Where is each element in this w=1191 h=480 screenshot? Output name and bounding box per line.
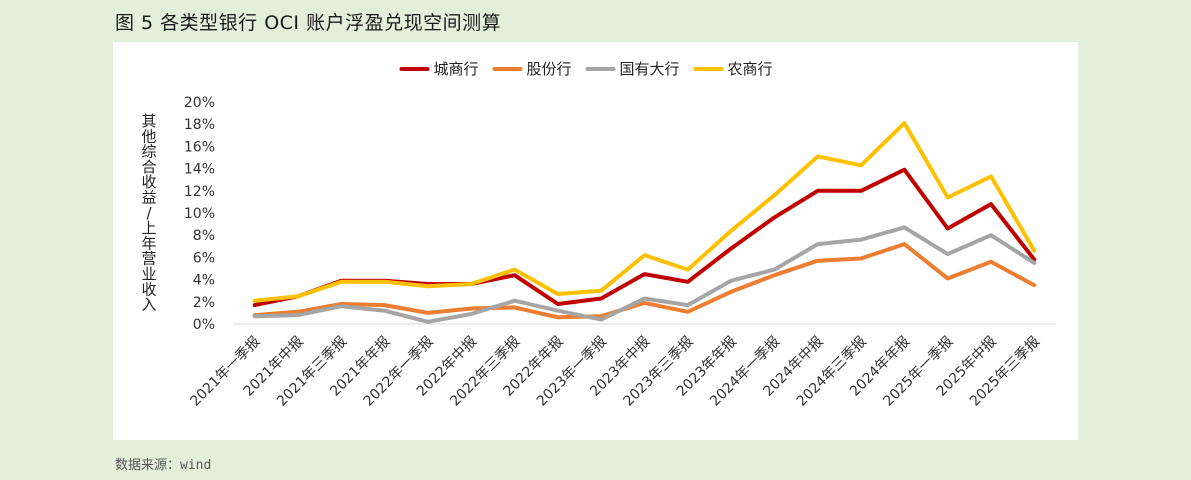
y-tick-label: 10% <box>184 206 215 222</box>
y-tick-label: 20% <box>184 95 215 111</box>
chart-panel: 城商行 股份行 国有大行 农商行 0% 2% 4% 6% 8% 10% 12% 14% 16% 18% 2… <box>113 42 1078 440</box>
y-tick-label: 16% <box>184 139 215 155</box>
series-line <box>252 121 1037 303</box>
y-tick-label: 12% <box>184 184 215 200</box>
x-axis-ticks: 2021年一季报2021年中报2021年三季报2021年年报2022年一季报20… <box>187 334 1043 410</box>
series-lines <box>252 121 1037 324</box>
series-line <box>252 225 1037 324</box>
data-source-note: 数据来源：wind <box>115 458 212 473</box>
chart-legend: 城商行 股份行 国有大行 农商行 <box>399 60 773 78</box>
y-tick-label: 0% <box>193 317 215 333</box>
y-axis-title: 其他综合收益/上年营业收入 <box>141 112 156 314</box>
line-chart: 城商行 股份行 国有大行 农商行 0% 2% 4% 6% 8% 10% 12% 14% 16% 18% 2… <box>141 60 1056 410</box>
figure-title: 图 5 各类型银行 OCI 账户浮盈兑现空间测算 <box>115 12 502 34</box>
y-axis-label: 其他综合收益/上年营业收入 <box>141 112 156 314</box>
y-tick-label: 4% <box>193 273 215 289</box>
y-tick-label: 18% <box>184 117 215 133</box>
series-line <box>252 242 1037 320</box>
legend-label: 国有大行 <box>620 60 680 78</box>
y-axis-ticks: 0% 2% 4% 6% 8% 10% 12% 14% 16% 18% 20% <box>184 95 215 333</box>
y-tick-label: 6% <box>193 250 215 266</box>
y-tick-label: 8% <box>193 228 215 244</box>
y-tick-label: 14% <box>184 162 215 178</box>
legend-label: 股份行 <box>527 60 572 78</box>
y-tick-label: 2% <box>193 295 215 311</box>
legend-label: 农商行 <box>728 60 773 78</box>
legend-label: 城商行 <box>434 60 479 78</box>
